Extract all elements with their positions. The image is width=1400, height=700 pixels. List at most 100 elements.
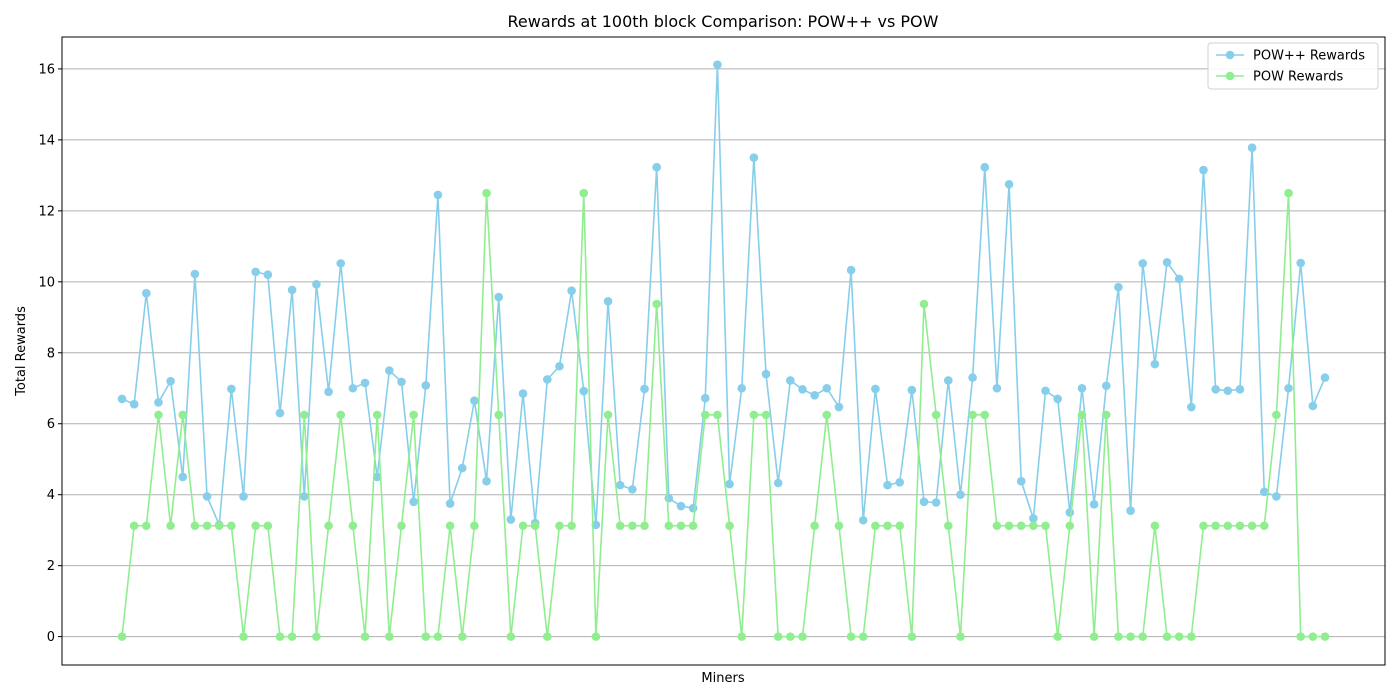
data-point xyxy=(786,376,795,385)
data-point xyxy=(1138,259,1148,268)
data-point xyxy=(214,521,224,531)
data-point xyxy=(1029,521,1038,531)
series-line xyxy=(121,63,1326,526)
data-point xyxy=(725,479,734,489)
data-point xyxy=(761,410,771,420)
data-point xyxy=(1284,383,1293,393)
data-point xyxy=(846,265,856,275)
x-axis-label: Miners xyxy=(701,671,744,686)
series-pow-plus-plus xyxy=(117,60,1330,530)
data-point xyxy=(640,384,649,394)
data-point xyxy=(555,361,564,371)
data-point xyxy=(798,632,807,641)
data-point xyxy=(202,492,212,501)
data-point xyxy=(1296,258,1305,268)
data-point xyxy=(263,521,273,531)
data-point xyxy=(579,188,589,198)
data-point xyxy=(494,292,503,302)
data-point xyxy=(1138,632,1148,641)
data-point xyxy=(251,267,260,277)
data-point xyxy=(166,376,175,386)
legend-swatch-marker xyxy=(1225,50,1235,60)
y-tick-label: 10 xyxy=(38,275,55,290)
data-point xyxy=(834,402,844,412)
data-point xyxy=(1174,632,1184,641)
data-point xyxy=(360,632,370,641)
data-point xyxy=(1320,373,1330,382)
legend-entry-label: POW Rewards xyxy=(1253,70,1343,85)
data-point xyxy=(798,385,807,394)
series-layer xyxy=(117,60,1330,641)
data-point xyxy=(567,286,576,295)
data-point xyxy=(992,521,1002,531)
data-point xyxy=(858,632,868,641)
data-point xyxy=(1150,521,1160,531)
data-point xyxy=(1259,487,1269,497)
data-point xyxy=(676,521,686,531)
data-point xyxy=(1223,386,1233,396)
data-point xyxy=(1272,492,1281,501)
data-point xyxy=(628,521,637,531)
data-point xyxy=(239,492,248,501)
data-point xyxy=(1126,632,1135,641)
plot-frame xyxy=(61,36,1386,666)
data-point xyxy=(202,521,212,531)
data-point xyxy=(1114,632,1123,641)
y-axis-label: Total Rewards xyxy=(14,306,29,397)
data-point xyxy=(1174,274,1184,284)
data-point xyxy=(871,521,880,531)
data-point xyxy=(555,521,564,531)
data-point xyxy=(1053,632,1062,641)
data-point xyxy=(956,490,965,499)
legend-swatch-marker xyxy=(1225,71,1235,81)
data-point xyxy=(543,632,552,641)
data-point xyxy=(615,521,625,531)
data-point xyxy=(1016,521,1026,531)
data-point xyxy=(749,153,759,162)
data-point xyxy=(227,384,236,394)
data-point xyxy=(773,632,783,641)
data-point xyxy=(494,410,503,420)
data-point xyxy=(603,297,613,306)
data-point xyxy=(421,632,431,641)
data-point xyxy=(871,384,880,394)
data-point xyxy=(652,299,661,309)
data-point xyxy=(1101,410,1111,420)
data-point xyxy=(1004,521,1014,531)
data-point xyxy=(324,521,333,531)
data-point xyxy=(1089,499,1099,509)
data-point xyxy=(397,521,406,531)
data-point xyxy=(895,521,904,531)
data-point xyxy=(409,497,418,507)
y-tick-label: 16 xyxy=(38,62,55,77)
data-point xyxy=(1272,410,1281,420)
data-point xyxy=(688,521,698,531)
data-point xyxy=(263,270,273,280)
y-tick-label: 14 xyxy=(38,133,55,148)
data-point xyxy=(700,410,710,420)
data-point xyxy=(154,398,163,407)
data-point xyxy=(749,410,759,420)
data-point xyxy=(846,632,856,641)
data-point xyxy=(1320,632,1330,641)
data-point xyxy=(1065,521,1075,531)
data-point xyxy=(287,632,297,641)
y-axis-ticks: 0 2 4 6 8 10 12 14 16 xyxy=(38,62,62,645)
data-point xyxy=(457,632,467,641)
data-point xyxy=(117,632,127,641)
data-point xyxy=(251,521,260,531)
data-point xyxy=(275,632,285,641)
data-point xyxy=(907,632,917,641)
data-point xyxy=(530,521,540,531)
data-point xyxy=(956,632,965,641)
data-point xyxy=(433,632,443,641)
data-point xyxy=(1235,385,1245,394)
data-point xyxy=(312,279,321,289)
data-point xyxy=(190,521,200,531)
data-point xyxy=(1223,521,1233,531)
data-point xyxy=(1065,508,1075,517)
data-point xyxy=(603,410,613,420)
data-point xyxy=(287,285,297,295)
data-point xyxy=(1199,165,1208,175)
data-point xyxy=(445,499,455,508)
